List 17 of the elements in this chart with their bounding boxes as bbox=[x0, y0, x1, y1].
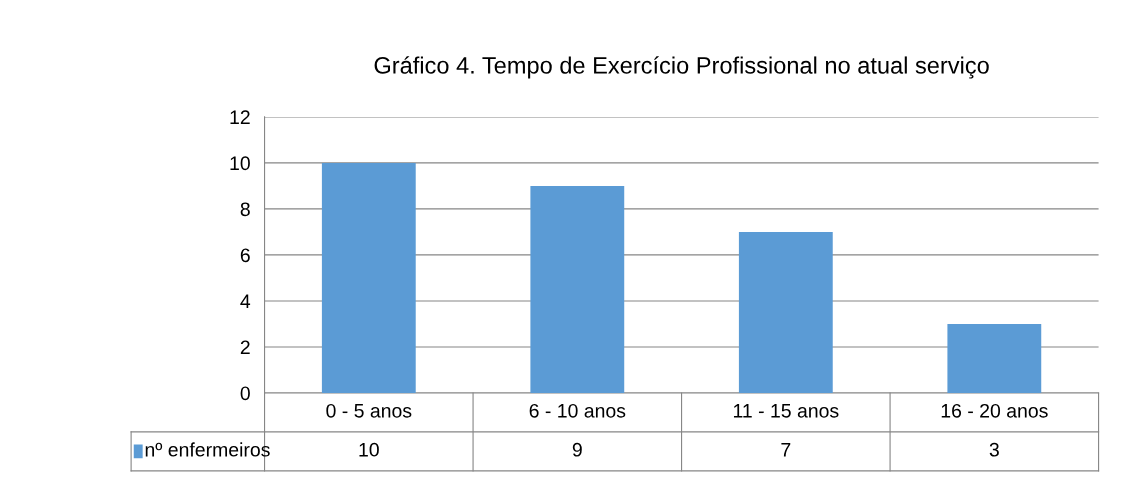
x-tick-label: 0 - 5 anos bbox=[326, 403, 412, 418]
chart-title: Gráfico 4. Tempo de Exercício Profissional no atual serviço bbox=[374, 56, 989, 79]
y-tick-label: 6 bbox=[240, 248, 250, 263]
x-tick-label: 11 - 15 anos bbox=[733, 404, 839, 418]
legend-label: nº enfermeiros bbox=[145, 442, 270, 457]
x-tick-label: 16 - 20 anos bbox=[941, 403, 1048, 418]
y-tick-label: 10 bbox=[230, 156, 250, 171]
data-label: 10 bbox=[359, 442, 379, 457]
y-tick-label: 8 bbox=[240, 202, 250, 217]
data-label: 9 bbox=[572, 442, 582, 457]
y-tick-label: 12 bbox=[230, 110, 250, 124]
y-tick-label: 4 bbox=[240, 294, 251, 308]
data-label: 3 bbox=[989, 442, 999, 457]
data-label: 7 bbox=[781, 443, 791, 457]
y-tick-label: 2 bbox=[240, 340, 250, 355]
y-tick-label: 0 bbox=[240, 386, 250, 401]
x-tick-label: 6 - 10 anos bbox=[529, 403, 626, 418]
